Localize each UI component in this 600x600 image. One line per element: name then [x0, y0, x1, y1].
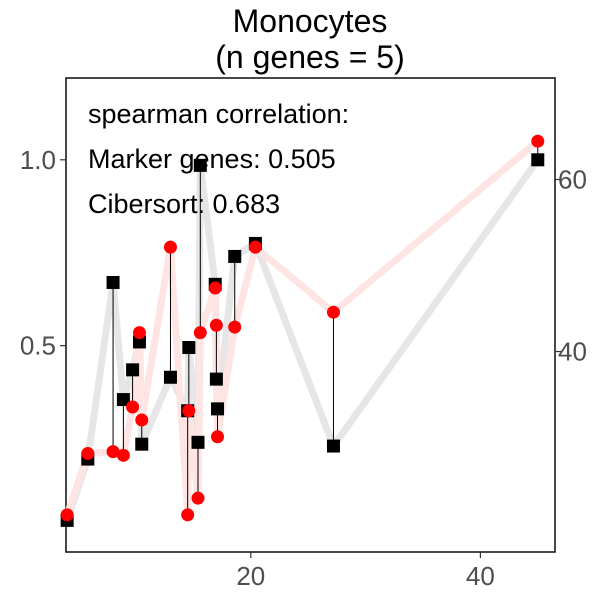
marker-genes-point	[116, 393, 130, 407]
marker-genes-point	[126, 363, 140, 377]
cibersort-point	[163, 240, 177, 254]
y-left-tick-label: 0.5	[20, 331, 56, 361]
marker-genes-point	[193, 158, 207, 172]
marker-genes-point	[132, 335, 146, 349]
cibersort-point	[135, 413, 149, 427]
cibersort-point	[193, 326, 207, 340]
annotation-cibersort: Cibersort: 0.683	[88, 189, 280, 219]
cibersort-point	[211, 430, 225, 444]
cibersort-point	[182, 404, 196, 418]
marker-genes-point	[326, 439, 340, 453]
cibersort-point	[209, 318, 223, 332]
marker-genes-point	[191, 435, 205, 449]
cibersort-point	[326, 305, 340, 319]
series-layer	[60, 134, 545, 527]
cibersort-point	[208, 281, 222, 295]
y-left-tick-label: 1.0	[20, 145, 56, 175]
marker-genes-point	[106, 275, 120, 289]
x-tick-label: 40	[466, 561, 495, 591]
y-right-tick-label: 40	[558, 337, 587, 367]
cibersort-point	[248, 240, 262, 254]
marker-genes-point	[531, 153, 545, 167]
annotation-heading: spearman correlation:	[88, 99, 349, 129]
chart-title-line-1: Monocytes	[233, 3, 388, 39]
cibersort-point	[60, 508, 74, 522]
cibersort-point	[81, 446, 95, 460]
marker-genes-point	[135, 437, 149, 451]
cibersort-point	[126, 400, 140, 414]
x-tick-label: 20	[236, 561, 265, 591]
marker-genes-point	[182, 341, 196, 355]
annotation-marker-genes: Marker genes: 0.505	[88, 144, 336, 174]
y-right-tick-label: 60	[558, 165, 587, 195]
cibersort-point	[228, 320, 242, 334]
cibersort-point	[531, 134, 545, 148]
cibersort-point	[191, 491, 205, 505]
marker-genes-point	[163, 370, 177, 384]
plot-panel	[65, 77, 556, 553]
marker-genes-point	[211, 402, 225, 416]
cibersort-point	[106, 445, 120, 459]
chart-title-line-2: (n genes = 5)	[215, 39, 404, 75]
cibersort-point	[132, 326, 146, 340]
cibersort-point	[181, 508, 195, 522]
marker-genes-point	[228, 249, 242, 263]
axes-layer: 20 40 0.5 1.0 40 60	[20, 145, 587, 591]
marker-genes-point	[209, 372, 223, 386]
cibersort-point	[116, 448, 130, 462]
